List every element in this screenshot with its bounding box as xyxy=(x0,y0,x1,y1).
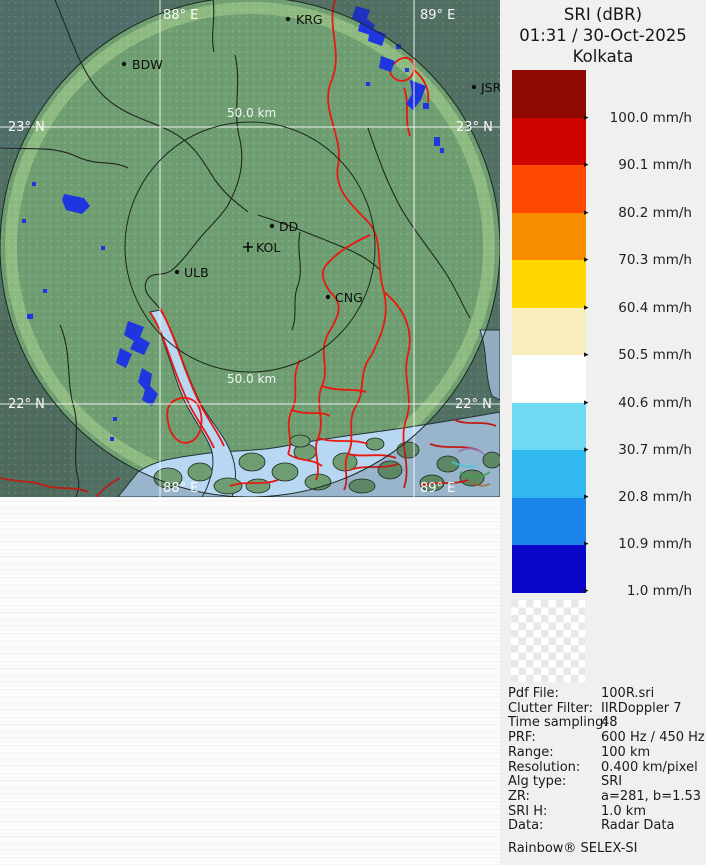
scale-block xyxy=(512,355,586,403)
lon-label-bottom-right: 89° E xyxy=(420,481,455,496)
scale-label: ▸ 20.8 mm/h xyxy=(584,489,692,505)
city-marker xyxy=(471,84,477,90)
tick-arrow-icon: ▸ xyxy=(584,255,589,265)
metadata-row: Time sampling: 48 xyxy=(508,715,618,731)
lat-label-right-22: 22° N xyxy=(455,397,492,412)
city-label-dd: DD xyxy=(279,219,298,234)
metadata-row: ZR: a=281, b=1.53 xyxy=(508,788,702,804)
scan-datetime: 01:31 / 30-Oct-2025 xyxy=(519,26,687,45)
metadata-row: Data: Radar Data xyxy=(508,818,675,834)
tick-arrow-icon: ▸ xyxy=(584,492,589,502)
scale-block xyxy=(512,402,586,450)
range-rings xyxy=(0,0,500,497)
tick-arrow-icon: ▸ xyxy=(584,539,589,549)
lat-label-left-22: 22° N xyxy=(8,397,45,412)
tick-arrow-icon: ▸ xyxy=(584,350,589,360)
metadata-block: Pdf File: 100R.sri Clutter Filter: IIRDopp… xyxy=(508,686,705,834)
lon-label-top-left: 88° E xyxy=(163,8,198,23)
metadata-row: Pdf File: 100R.sri xyxy=(508,686,655,701)
terrain xyxy=(0,0,500,497)
tick-arrow-icon: ▸ xyxy=(584,398,589,408)
scale-label: ▸ 1.0 mm/h xyxy=(584,583,692,599)
color-scale xyxy=(512,70,586,593)
metadata-row: Resolution: 0.400 km/pixel xyxy=(508,759,698,775)
city-label-bdw: BDW xyxy=(132,57,163,72)
city-marker xyxy=(174,269,180,275)
scale-block xyxy=(512,165,586,213)
tick-arrow-icon: ▸ xyxy=(584,113,589,123)
scale-label: ▸ 60.4 mm/h xyxy=(584,300,692,316)
scale-block xyxy=(512,212,586,260)
scale-label: ▸ 90.1 mm/h xyxy=(584,157,692,173)
boundary-layer xyxy=(0,0,471,497)
grid-lines xyxy=(0,0,500,497)
scale-label: ▸ 30.7 mm/h xyxy=(584,442,692,458)
lon-label-top-right: 89° E xyxy=(420,8,455,23)
city-label-ulb: ULB xyxy=(184,265,209,280)
metadata-row: Clutter Filter: IIRDoppler 7 xyxy=(508,700,682,716)
tick-arrow-icon: ▸ xyxy=(584,160,589,170)
range-ring-label-top: 50.0 km xyxy=(227,106,276,120)
scale-label: ▸ 50.5 mm/h xyxy=(584,347,692,363)
city-label-kol: KOL xyxy=(256,240,280,255)
lon-label-bottom-left: 88° E xyxy=(163,481,198,496)
scale-label: ▸ 70.3 mm/h xyxy=(584,252,692,268)
artifact-swirl xyxy=(451,447,491,487)
river-network-layer xyxy=(0,0,497,497)
city-marker xyxy=(269,223,275,229)
city-marker xyxy=(285,16,291,22)
scale-label: ▸ 80.2 mm/h xyxy=(584,205,692,221)
metadata-row: Range: 100 km xyxy=(508,744,651,760)
scale-block xyxy=(512,70,586,118)
blank-area xyxy=(0,497,500,865)
lat-label-left-23: 23° N xyxy=(8,120,45,135)
product-title: SRI (dBR) xyxy=(563,5,643,24)
city-label-krg: KRG xyxy=(296,12,323,27)
city-labels: BDW KRG JSR DD KOL ULB CNG xyxy=(121,12,500,305)
city-label-jsr: JSR xyxy=(480,80,500,95)
coordinate-labels: 88° E 89° E 88° E 89° E 23° N 23° N 22° … xyxy=(8,8,493,496)
title-block: SRI (dBR) 01:31 / 30-Oct-2025 Kolkata xyxy=(500,4,706,67)
tick-arrow-icon: ▸ xyxy=(584,586,589,596)
tick-arrow-icon: ▸ xyxy=(584,208,589,218)
scale-label: ▸ 10.9 mm/h xyxy=(584,536,692,552)
lat-label-right-23: 23° N xyxy=(456,120,493,135)
scale-block xyxy=(512,307,586,355)
scale-block xyxy=(512,450,586,498)
city-label-cng: CNG xyxy=(335,290,363,305)
out-of-range-shade xyxy=(0,0,500,497)
station-name: Kolkata xyxy=(572,47,634,66)
radar-center-cross xyxy=(243,242,253,252)
scale-block xyxy=(512,117,586,165)
rain-echo-layer xyxy=(22,6,444,441)
range-ring-label-bottom: 50.0 km xyxy=(227,372,276,386)
scale-block xyxy=(512,497,586,545)
software-brand: Rainbow® SELEX-SI xyxy=(508,841,638,856)
scale-label: ▸ 40.6 mm/h xyxy=(584,395,692,411)
scale-block xyxy=(512,545,586,593)
tick-arrow-icon: ▸ xyxy=(584,303,589,313)
metadata-row: Alg type: SRI xyxy=(508,774,623,790)
radar-map: 88° E 89° E 88° E 89° E 23° N 23° N 22° … xyxy=(0,0,500,497)
city-marker xyxy=(121,61,127,67)
metadata-row: SRI H: 1.0 km xyxy=(508,803,646,819)
tick-arrow-icon: ▸ xyxy=(584,445,589,455)
info-panel: SRI (dBR) 01:31 / 30-Oct-2025 Kolkata ▸ 1… xyxy=(500,0,706,865)
city-marker xyxy=(325,294,331,300)
scale-label: ▸ 100.0 mm/h xyxy=(584,110,692,126)
no-data-checker-swatch xyxy=(511,600,585,682)
scale-block xyxy=(512,260,586,308)
metadata-row: PRF: 600 Hz / 450 Hz xyxy=(508,730,705,746)
